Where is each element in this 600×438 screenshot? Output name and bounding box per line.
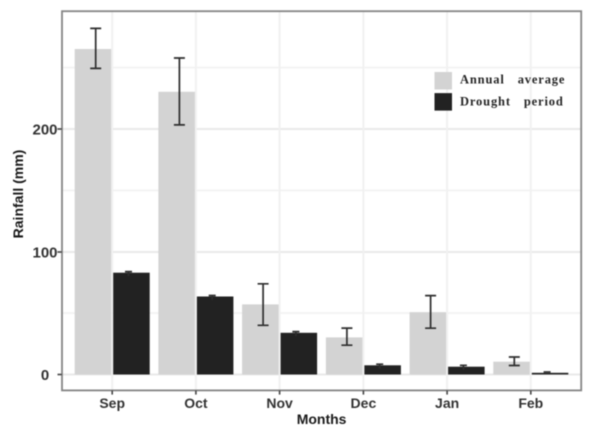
svg-text:Feb: Feb [518,395,543,411]
svg-text:0: 0 [41,367,49,384]
svg-text:Oct: Oct [184,395,208,411]
svg-text:100: 100 [32,245,57,262]
svg-text:Sep: Sep [99,395,125,411]
svg-text:Nov: Nov [266,395,293,411]
svg-text:200: 200 [32,122,57,139]
svg-text:Jan: Jan [435,395,459,411]
svg-text:Rainfall (mm): Rainfall (mm) [10,150,26,239]
svg-text:Dec: Dec [351,395,377,411]
svg-text:Months: Months [297,411,347,427]
